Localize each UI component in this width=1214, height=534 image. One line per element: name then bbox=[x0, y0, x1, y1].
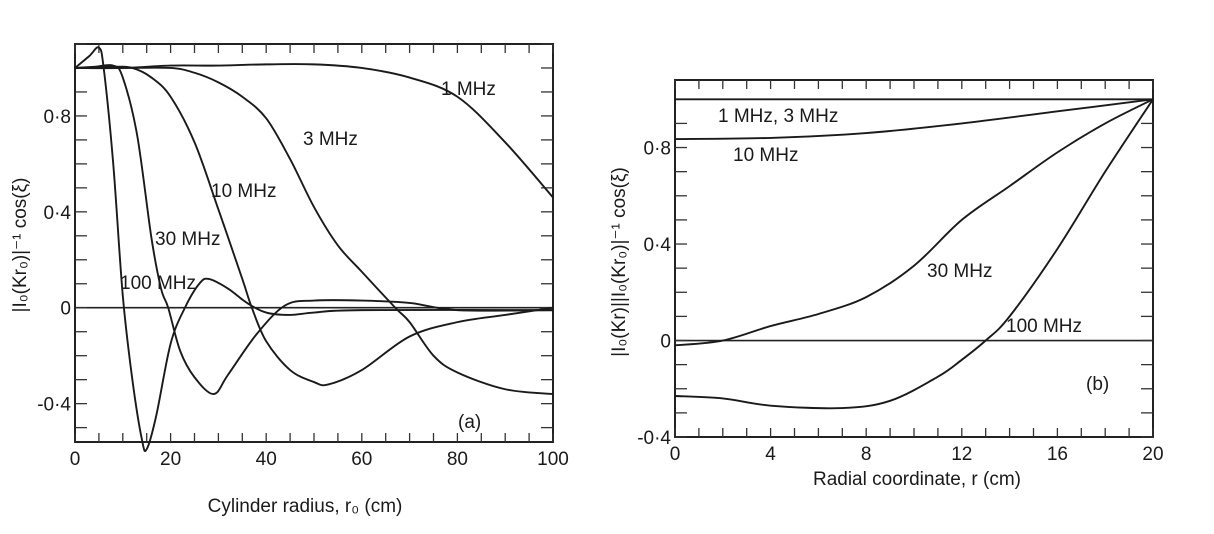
y-tick-label: 0·4 bbox=[44, 203, 72, 224]
series-label-30mhz-b: 30 MHz bbox=[927, 261, 992, 282]
y-tick-label: 0·4 bbox=[644, 235, 672, 256]
y-tick-label: -0·4 bbox=[37, 395, 71, 416]
panel-b: (b) Radial coordinate, r (cm) |I₀(Kr)||I… bbox=[609, 79, 1164, 490]
x-tick-label: 20 bbox=[160, 449, 181, 470]
x-tick-label: 60 bbox=[351, 449, 372, 470]
series-line-10-mhz bbox=[74, 65, 554, 387]
y-tick-label: 0·8 bbox=[44, 107, 71, 128]
series-line-100-mhz bbox=[74, 46, 554, 452]
x-tick-label: 0 bbox=[670, 444, 681, 465]
y-tick-label: 0·8 bbox=[644, 139, 671, 160]
x-tick-label: 100 bbox=[537, 449, 569, 470]
series-line-10-mhz bbox=[674, 98, 1154, 141]
y-tick-label: 0 bbox=[60, 299, 71, 320]
x-tick-label: 12 bbox=[951, 444, 972, 465]
series-label-1mhz: 1 MHz bbox=[441, 79, 496, 100]
panel-a: (a) Cylinder radius, r₀ (cm) |I₀(Kr₀)|⁻¹… bbox=[10, 43, 569, 517]
x-tick-label: 4 bbox=[765, 444, 776, 465]
x-axis-title-b: Radial coordinate, r (cm) bbox=[813, 469, 1021, 490]
x-tick-label: 20 bbox=[1142, 444, 1163, 465]
series-label-1-3mhz: 1 MHz, 3 MHz bbox=[718, 106, 838, 127]
series-line-30-mhz bbox=[74, 64, 554, 395]
series-label-3mhz: 3 MHz bbox=[303, 129, 358, 150]
x-tick-label: 0 bbox=[70, 449, 81, 470]
x-tick-label: 16 bbox=[1047, 444, 1068, 465]
x-tick-label: 80 bbox=[447, 449, 468, 470]
panel-b-label: (b) bbox=[1086, 374, 1109, 395]
series-label-10mhz: 10 MHz bbox=[211, 181, 276, 202]
x-tick-label: 8 bbox=[861, 444, 872, 465]
series-label-30mhz: 30 MHz bbox=[155, 229, 220, 250]
series-label-100mhz-b: 100 MHz bbox=[1006, 316, 1082, 337]
y-tick-label: 0 bbox=[660, 332, 671, 353]
series-line-3-mhz bbox=[75, 66, 554, 395]
x-axis-title-a: Cylinder radius, r₀ (cm) bbox=[208, 496, 403, 517]
series-label-100mhz: 100 MHz bbox=[120, 273, 196, 294]
y-axis-title-a: |I₀(Kr₀)|⁻¹ cos(ξ) bbox=[10, 178, 31, 313]
y-axis-title-b: |I₀(Kr)||I₀(Kr₀)|⁻¹ cos(ξ) bbox=[609, 167, 630, 357]
series-line-1-mhz bbox=[74, 63, 554, 199]
plot-frame bbox=[674, 79, 1154, 438]
panel-a-label: (a) bbox=[458, 412, 481, 433]
y-tick-label: -0·4 bbox=[637, 428, 671, 449]
series-line-30-mhz bbox=[674, 98, 1154, 347]
x-tick-label: 40 bbox=[256, 449, 277, 470]
series-label-10mhz-b: 10 MHz bbox=[733, 145, 798, 166]
series-line-100-mhz bbox=[674, 98, 1154, 410]
